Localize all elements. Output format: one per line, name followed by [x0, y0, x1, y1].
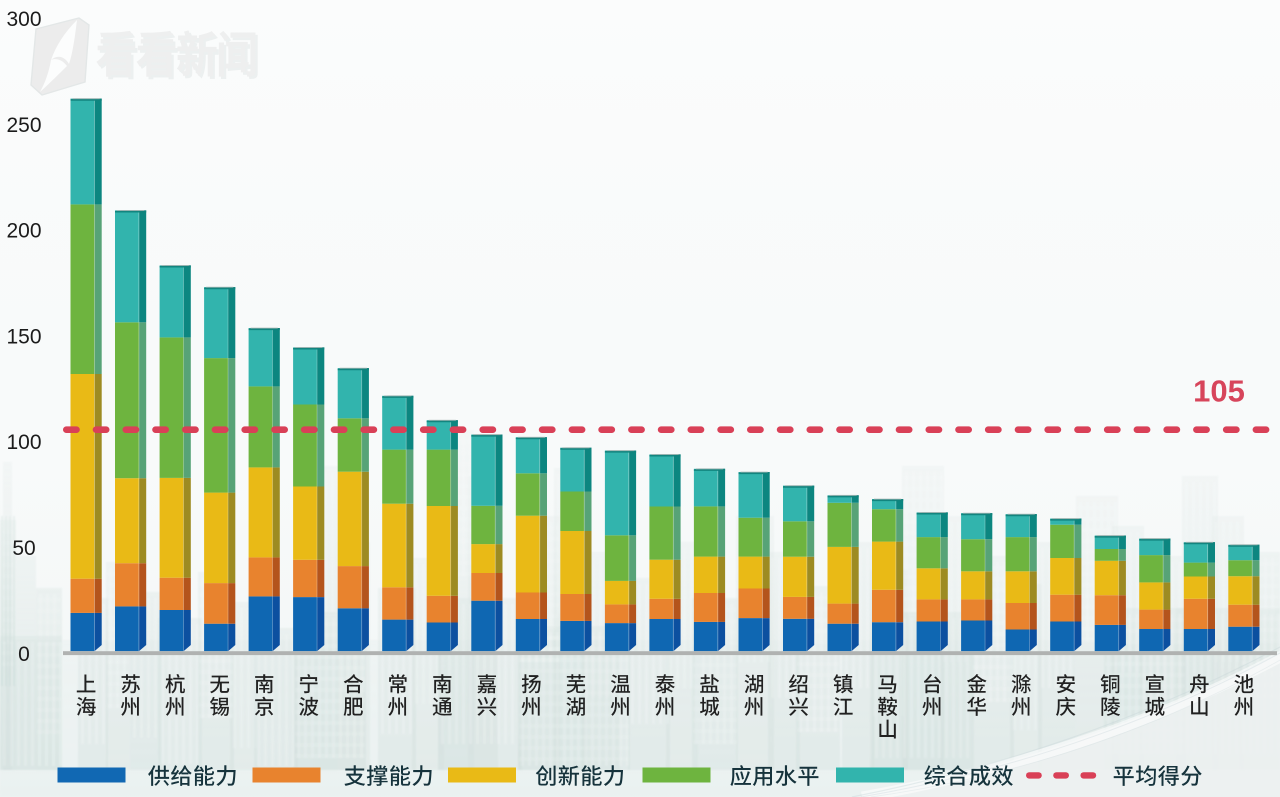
- svg-text:200: 200: [6, 220, 41, 243]
- svg-text:250: 250: [6, 114, 41, 137]
- svg-text:105: 105: [1193, 374, 1245, 409]
- svg-text:50: 50: [12, 537, 35, 560]
- svg-text:300: 300: [6, 8, 41, 31]
- svg-text:0: 0: [18, 643, 30, 666]
- svg-text:150: 150: [6, 325, 41, 348]
- svg-text:100: 100: [6, 431, 41, 454]
